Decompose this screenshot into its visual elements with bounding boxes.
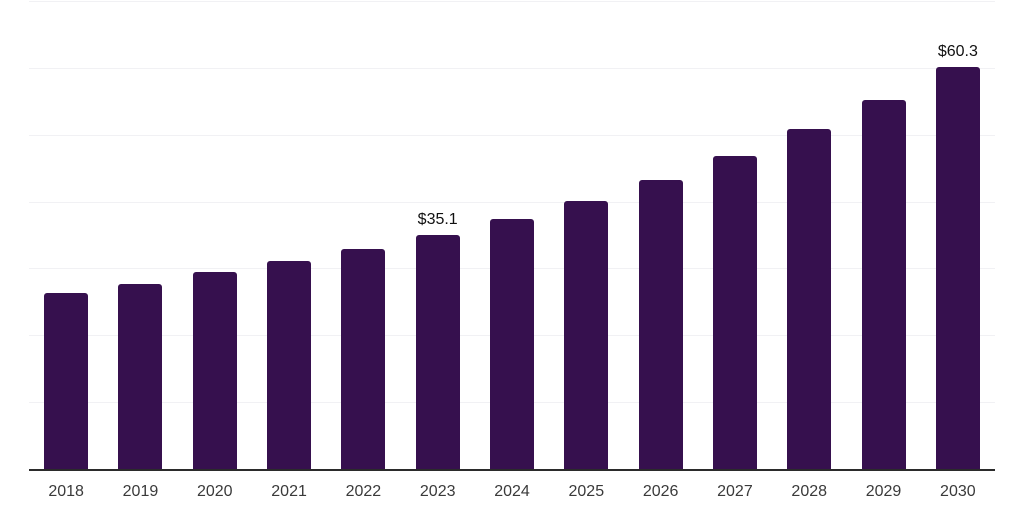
x-axis-label-2020: 2020	[196, 483, 233, 500]
x-axis-label-2030: 2030	[940, 483, 976, 500]
x-axis-label-2021: 2021	[271, 483, 307, 500]
x-axis-label-2026: 2026	[642, 483, 679, 500]
bar-2027	[712, 156, 757, 470]
x-axis-label-2018: 2018	[48, 483, 84, 500]
bar-2018	[44, 292, 89, 470]
bar-value-label-2030: $60.3	[937, 42, 978, 60]
gridline-60	[29, 67, 995, 69]
x-axis-label-2024: 2024	[494, 483, 530, 500]
bar-2026	[638, 179, 683, 470]
bar-2030	[935, 66, 980, 470]
bar-2028	[787, 129, 832, 470]
bar-2024	[490, 219, 534, 470]
bar-2025	[564, 200, 609, 470]
x-axis-label-2019: 2019	[122, 483, 159, 500]
gridline-40	[29, 201, 995, 203]
x-axis-label-2027: 2027	[717, 483, 753, 500]
bar-2022	[341, 249, 386, 470]
x-axis-labels: 2018 2019 2020 2021 2022 2023 2024 2025 2026 2027…	[29, 483, 995, 503]
gridline-70	[29, 1, 995, 2]
x-axis-label-2028: 2028	[791, 483, 828, 500]
plot-area: $35.1 $60.3	[29, 1, 995, 471]
x-axis-label-2029: 2029	[865, 483, 902, 500]
gridline-50	[29, 134, 995, 136]
x-axis-label-2022: 2022	[345, 483, 382, 500]
bar-2020	[192, 272, 237, 470]
bar-2019	[118, 283, 163, 470]
bar-2029	[861, 99, 906, 470]
bar-2021	[267, 261, 312, 470]
x-axis-label-2025: 2025	[568, 483, 605, 500]
x-axis-line	[29, 469, 995, 471]
x-axis-label-2023: 2023	[419, 483, 456, 500]
bar-2023	[415, 235, 460, 470]
bar-value-label-2023: $35.1	[417, 211, 458, 229]
